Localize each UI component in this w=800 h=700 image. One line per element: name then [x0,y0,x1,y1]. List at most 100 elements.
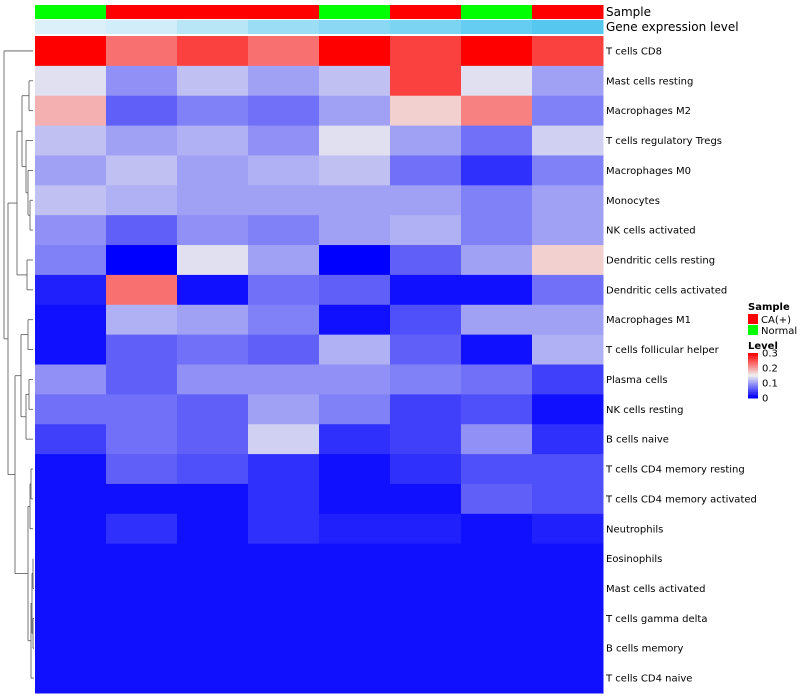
legend-gradient-step [748,387,758,390]
legend-gradient-step [748,354,758,357]
heatmap-cell [390,95,462,127]
heatmap-cell [390,125,462,156]
row-label: B cells naive [606,435,669,446]
legend-sample-label: CA(+) [761,315,791,326]
legend-level-title: Level [748,341,778,352]
heatmap-cell [248,304,320,336]
heatmap-cell [177,543,249,575]
heatmap-cell [248,185,320,216]
heatmap-cell [177,454,249,485]
annotation-label-sample: Sample [606,5,651,19]
heatmap-cell [248,245,320,276]
legend-level-tick: 0.2 [762,364,778,375]
heatmap-cell [248,424,320,455]
legend-gradient-step [748,360,758,363]
legend-gradient-step [748,380,758,382]
expression-annotation-cell [461,20,533,34]
heatmap-cell [532,633,604,664]
heatmap-cell [390,65,462,97]
heatmap-cell [106,663,178,694]
heatmap-cell [319,424,391,455]
heatmap-cell [35,95,107,127]
heatmap-cell [106,215,178,246]
legend-level-tick: 0.1 [762,379,778,390]
heatmap-cell [248,483,320,515]
heatmap-cell [106,334,178,365]
heatmap-cell [319,95,391,127]
heatmap-cell [390,483,462,515]
heatmap-cell [35,394,107,425]
heatmap-cell [532,334,604,365]
heatmap-cell [532,95,604,127]
heatmap-cell [177,245,249,276]
heatmap-cell [390,513,462,545]
heatmap-cell [177,513,249,545]
heatmap-cell [177,215,249,246]
heatmap-cell [319,65,391,97]
heatmap-cell [319,394,391,425]
heatmap-cell [248,513,320,545]
heatmap-cell [532,424,604,455]
heatmap-cell [106,603,178,634]
legend-gradient-step [748,378,758,381]
heatmap-cell [390,633,462,664]
heatmap-cell [177,424,249,455]
heatmap-cell [532,245,604,276]
heatmap-cell [35,36,107,67]
heatmap-cell [461,454,533,485]
heatmap-cell [461,215,533,246]
heatmap-cell [106,454,178,485]
heatmap-cell [319,573,391,604]
heatmap-cell [461,513,533,545]
row-label: T cells follicular helper [605,345,720,356]
row-label: T cells CD4 memory resting [605,465,745,476]
heatmap-cell [461,364,533,395]
heatmap-cell [177,364,249,395]
expression-annotation-cell [532,20,604,34]
heatmap-cell [35,334,107,365]
heatmap-cell [390,245,462,276]
heatmap-cell [319,215,391,246]
heatmap-cell [177,65,249,97]
heatmap-cell [106,125,178,156]
heatmap-cell [106,274,178,306]
heatmap-cell [35,65,107,97]
legend-level-tick: 0 [762,394,768,405]
row-label: T cells regulatory Tregs [605,136,722,147]
legend-gradient-step [748,396,758,399]
legend-level-tick: 0.3 [762,349,778,360]
legend-gradient-step [748,359,758,361]
sample-annotation-cell [35,5,107,19]
heatmap-cell [390,394,462,425]
heatmap-cell [248,334,320,365]
row-label: Mast cells resting [606,76,693,87]
heatmap-cell [532,125,604,156]
legend-swatch [748,325,758,335]
heatmap-cell [319,274,391,306]
heatmap-cell [532,185,604,216]
heatmap-cell [319,125,391,156]
heatmap-cell [177,483,249,515]
heatmap-cell [532,573,604,604]
sample-annotation-cell [248,5,320,19]
legend-gradient-step [748,381,758,384]
legend-gradient-step [748,377,758,379]
heatmap-cell [461,185,533,216]
heatmap-cell [35,274,107,306]
expression-annotation-cell [248,20,320,34]
heatmap-cell [177,95,249,127]
heatmap-cell [461,543,533,575]
heatmap-cell [248,215,320,246]
heatmap-cell [177,663,249,694]
heatmap-cell [532,364,604,395]
legend-gradient-step [748,393,758,396]
heatmap-cell [177,334,249,365]
heatmap-cell [461,304,533,336]
sample-annotation-cell [461,5,533,19]
legend-gradient-step [748,369,758,372]
heatmap-cell [177,125,249,156]
heatmap-cell [106,424,178,455]
heatmap-cell [390,424,462,455]
heatmap-cell [35,543,107,575]
